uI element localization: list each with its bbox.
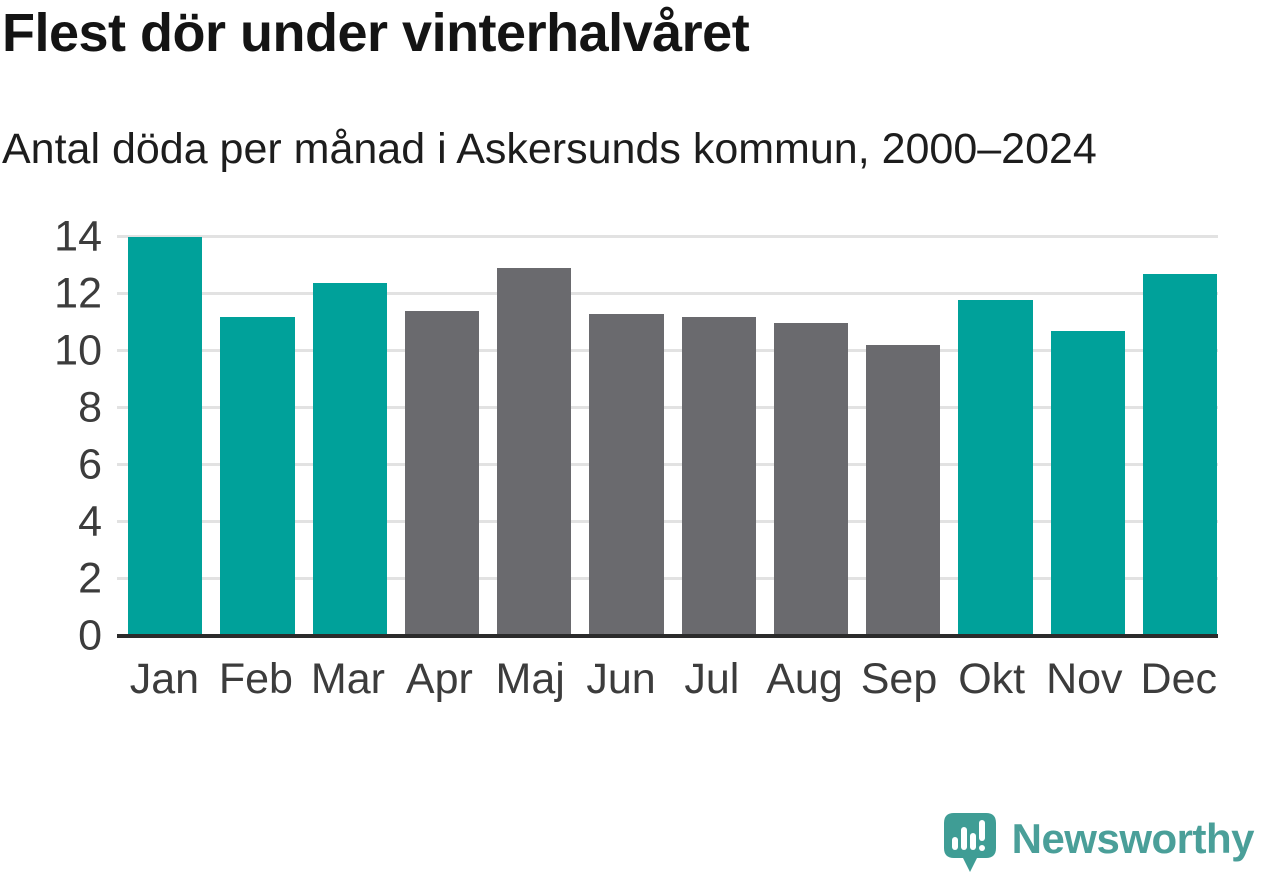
newsworthy-logo-icon <box>943 813 996 872</box>
x-tick-label: Maj <box>495 655 565 703</box>
plot-area <box>117 235 1218 638</box>
y-tick-label: 8 <box>78 383 102 432</box>
newsworthy-wordmark: Newsworthy <box>1011 815 1255 862</box>
bar-feb <box>220 316 295 636</box>
x-tick-label: Apr <box>405 655 473 703</box>
x-tick-label: Jan <box>129 655 200 703</box>
gridline <box>117 349 1218 352</box>
x-tick-label: Feb <box>218 655 293 703</box>
y-tick-label: 0 <box>78 611 102 660</box>
x-tick-label: Sep <box>860 655 938 703</box>
bar-maj <box>497 268 572 636</box>
y-tick-label: 12 <box>54 269 102 318</box>
y-tick-label: 10 <box>54 326 102 375</box>
x-tick-label: Nov <box>1046 655 1123 703</box>
bar-okt <box>958 299 1033 636</box>
gridline <box>117 292 1218 295</box>
mini-bar-chart-glyph <box>951 820 985 851</box>
x-tick-label: Jun <box>586 655 656 703</box>
bar-jun <box>589 313 664 636</box>
bar-aug <box>773 322 848 636</box>
gridline <box>117 235 1218 238</box>
newsworthy-brand: Newsworthy <box>941 810 1255 874</box>
x-tick-label: Jul <box>684 655 740 703</box>
bar-jul <box>681 316 756 636</box>
gridline <box>117 577 1218 581</box>
y-tick-label: 14 <box>54 212 102 261</box>
bar-sep <box>866 345 941 636</box>
chart-title: Flest dör under vinterhalvåret <box>2 3 750 63</box>
chart-subtitle: Antal döda per månad i Askersunds kommun… <box>2 125 1097 173</box>
bar-nov <box>1050 331 1125 636</box>
bars <box>128 237 1217 636</box>
gridlines <box>117 235 1218 636</box>
bar-apr <box>404 311 479 636</box>
x-tick-label: Okt <box>958 655 1026 703</box>
gridline <box>117 520 1218 524</box>
bar-dec <box>1142 274 1217 636</box>
y-axis: 0 2 4 6 8 10 12 14 <box>0 215 102 657</box>
x-tick-label: Mar <box>310 655 385 703</box>
bar-jan <box>128 237 203 636</box>
x-axis-baseline <box>117 634 1218 638</box>
y-tick-label: 2 <box>78 554 102 603</box>
y-tick-label: 4 <box>78 497 102 546</box>
y-tick-label: 6 <box>78 440 102 489</box>
x-axis: Jan Feb Mar Apr Maj Jun Jul Aug Sep Okt Nov Dec <box>128 655 1218 703</box>
gridline <box>117 463 1218 466</box>
x-tick-label: Dec <box>1140 655 1218 703</box>
bar-mar <box>312 282 387 636</box>
x-tick-label: Aug <box>766 655 843 703</box>
gridline <box>117 406 1218 410</box>
